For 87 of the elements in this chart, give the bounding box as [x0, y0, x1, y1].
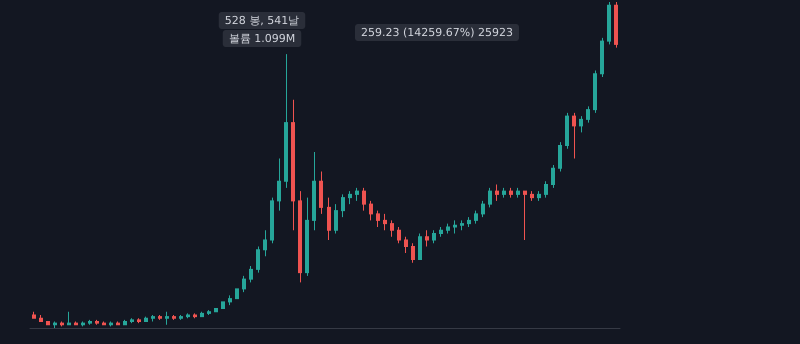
candlestick	[404, 236, 408, 254]
candlestick	[312, 151, 316, 231]
candlestick	[130, 318, 134, 324]
candlestick	[502, 187, 506, 198]
candlestick	[200, 311, 204, 318]
candlestick	[221, 301, 225, 309]
candlestick	[88, 319, 92, 326]
candlestick	[397, 226, 401, 244]
candlestick	[137, 318, 141, 324]
candlestick	[179, 314, 183, 320]
candlestick	[579, 116, 583, 133]
candlestick	[305, 197, 309, 276]
candlestick	[488, 187, 492, 208]
candlestick	[425, 230, 429, 247]
candlestick	[362, 187, 366, 212]
candlestick	[81, 320, 85, 327]
candlestick	[530, 190, 534, 202]
candlestick	[298, 190, 302, 283]
candlestick	[558, 142, 562, 172]
candlestick	[256, 246, 260, 274]
annotation: 528 봉, 541날	[224, 14, 300, 27]
candlestick	[46, 320, 50, 326]
candlestick	[284, 54, 288, 188]
candlestick	[214, 308, 218, 312]
candlestick	[158, 314, 162, 320]
candlestick	[341, 194, 345, 218]
candlestick	[390, 220, 394, 238]
candlestick	[565, 112, 569, 150]
candlestick	[53, 320, 57, 328]
candlestick	[537, 190, 541, 202]
candlestick	[614, 2, 618, 48]
candlestick	[376, 210, 380, 228]
candlestick	[411, 242, 415, 264]
candlestick	[74, 320, 78, 326]
candlestick	[474, 210, 478, 224]
candlestick	[319, 171, 323, 214]
candlestick	[32, 311, 36, 319]
candlestick	[228, 294, 232, 306]
candlestick	[348, 190, 352, 205]
candlestick	[144, 316, 148, 322]
candlestick	[446, 223, 450, 234]
candlestick	[235, 288, 239, 300]
candlestick	[165, 311, 169, 326]
candlestick	[116, 320, 120, 326]
candlestick	[481, 200, 485, 218]
candlestick	[102, 320, 106, 326]
candlestick	[523, 190, 527, 240]
candlestick	[95, 319, 99, 326]
candlestick	[369, 200, 373, 221]
candlestick	[600, 37, 604, 78]
candlestick	[109, 320, 113, 327]
candlestick	[249, 266, 253, 283]
candlestick	[277, 158, 281, 212]
candlestick	[383, 213, 387, 231]
candlestick	[39, 314, 43, 322]
candlestick	[123, 319, 127, 326]
candlestick	[509, 187, 513, 198]
candlestick	[516, 187, 520, 198]
candlestick	[291, 99, 295, 231]
candlestick	[151, 314, 155, 322]
candlestick	[334, 204, 338, 234]
candlestick	[593, 70, 597, 114]
annotation: 볼륨 1.099M	[228, 32, 296, 45]
candlestick	[453, 220, 457, 234]
annotation: 259.23 (14259.67%) 25923	[361, 26, 513, 39]
candlestick	[467, 216, 471, 228]
candlestick	[270, 197, 274, 244]
candlestick	[186, 312, 190, 319]
candlestick	[60, 320, 64, 327]
candlestick	[551, 164, 555, 188]
candlestick	[172, 314, 176, 320]
candlestick	[207, 310, 211, 316]
candlestick	[327, 197, 331, 240]
candlestick	[242, 275, 246, 293]
candlestick	[193, 312, 197, 319]
candlestick	[263, 230, 267, 257]
candlestick	[460, 220, 464, 231]
candlestick	[439, 226, 443, 238]
candlestick	[544, 180, 548, 198]
candlestick	[572, 112, 576, 159]
candlestick	[67, 311, 71, 326]
candlestick	[355, 187, 359, 202]
candlestick	[586, 106, 590, 124]
candlestick	[495, 184, 499, 202]
candlestick	[418, 232, 422, 260]
candlestick	[432, 230, 436, 244]
candlestick	[607, 2, 611, 45]
